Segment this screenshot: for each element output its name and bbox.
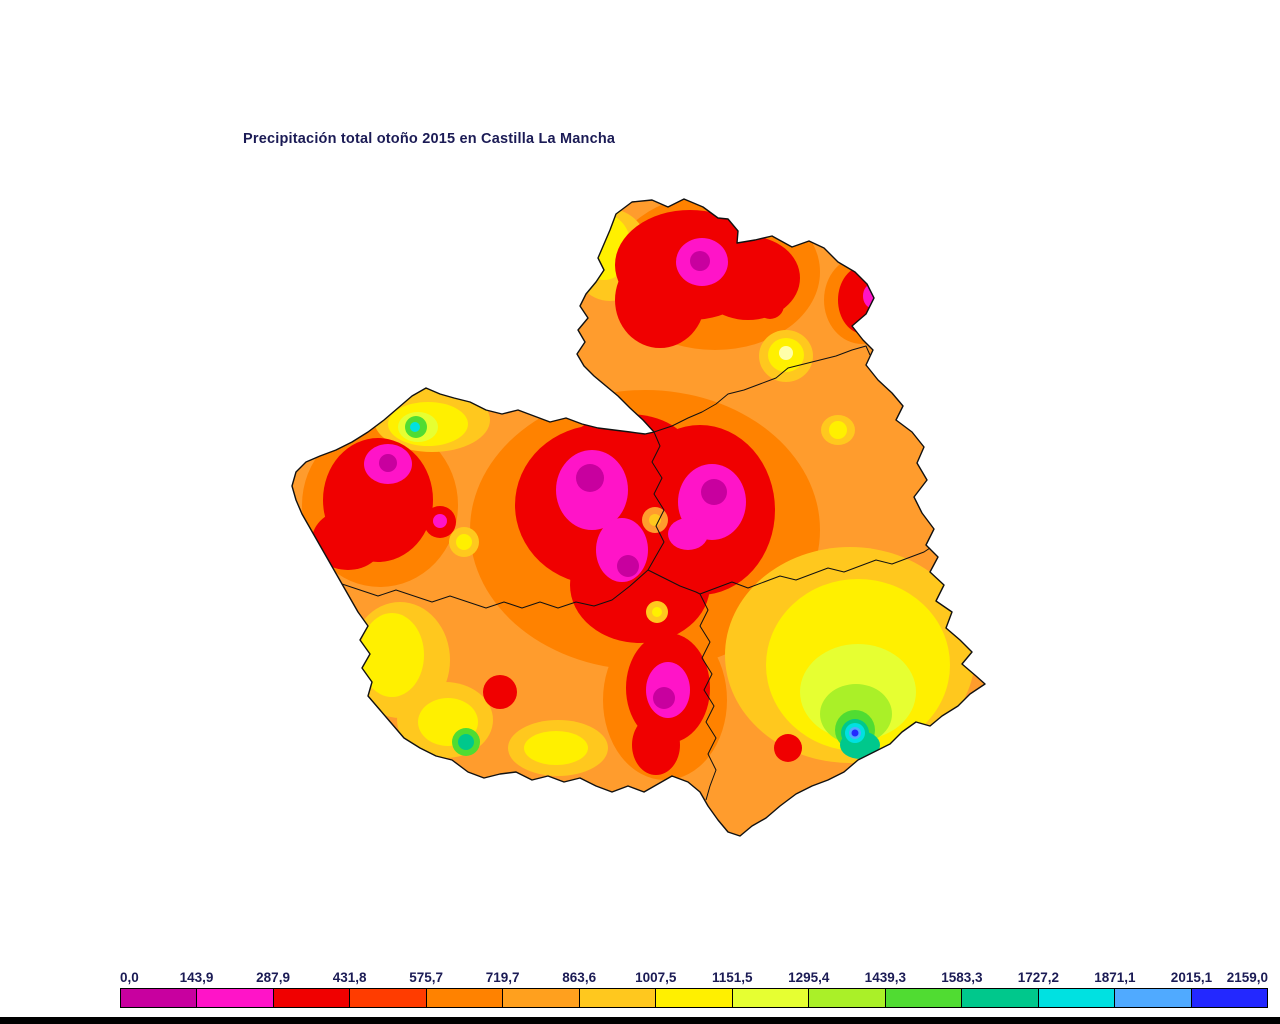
legend-swatch — [121, 989, 198, 1007]
legend-swatch — [503, 989, 580, 1007]
legend-tick-label: 431,8 — [332, 970, 367, 985]
legend-swatch — [426, 989, 504, 1007]
legend-swatch — [656, 989, 733, 1007]
precipitation-fill — [292, 199, 985, 836]
region-outline — [291, 198, 986, 837]
legend-swatch — [809, 989, 886, 1007]
legend-tick-label: 143,9 — [179, 970, 214, 985]
province-borders — [341, 345, 931, 801]
legend-tick-label: 863,6 — [562, 970, 597, 985]
legend-tick-label: 1871,1 — [1094, 970, 1136, 985]
legend-swatch — [962, 989, 1039, 1007]
legend-tick-label: 719,7 — [485, 970, 520, 985]
legend-swatch — [579, 989, 657, 1007]
color-scale-legend: 0,0 143,9 287,9 431,8 575,7 719,7 863,6 1007,5 1… — [120, 970, 1268, 1008]
legend-swatch — [1191, 989, 1268, 1007]
legend-swatch — [273, 989, 351, 1007]
green-cyan-spots — [398, 412, 880, 759]
legend-swatch — [1115, 989, 1192, 1007]
legend-tick-labels: 0,0 143,9 287,9 431,8 575,7 719,7 863,6 1007,5 1… — [120, 970, 1268, 988]
legend-tick-label: 2159,0 — [1226, 970, 1268, 985]
map-title: Precipitación total otoño 2015 en Castil… — [243, 131, 616, 147]
bottom-black-bar — [0, 1017, 1280, 1024]
legend-swatch — [350, 989, 427, 1007]
legend-tick-label: 2015,1 — [1170, 970, 1213, 985]
legend-tick-label: 1007,5 — [635, 970, 677, 985]
legend-swatch — [885, 989, 963, 1007]
legend-tick-label: 1727,2 — [1017, 970, 1060, 985]
inner-orange-dots — [642, 507, 668, 623]
legend-swatch — [1038, 989, 1116, 1007]
legend-color-bar — [120, 988, 1268, 1008]
legend-tick-label: 1295,4 — [788, 970, 830, 985]
legend-tick-label: 1583,3 — [941, 970, 983, 985]
legend-swatch — [197, 989, 274, 1007]
legend-tick-label: 575,7 — [409, 970, 444, 985]
legend-tick-label: 1439,3 — [864, 970, 906, 985]
legend-swatch — [732, 989, 810, 1007]
legend-tick-label: 0,0 — [120, 970, 139, 985]
legend-tick-label: 1151,5 — [711, 970, 753, 985]
legend-tick-label: 287,9 — [256, 970, 290, 985]
magenta-cores — [364, 238, 881, 718]
